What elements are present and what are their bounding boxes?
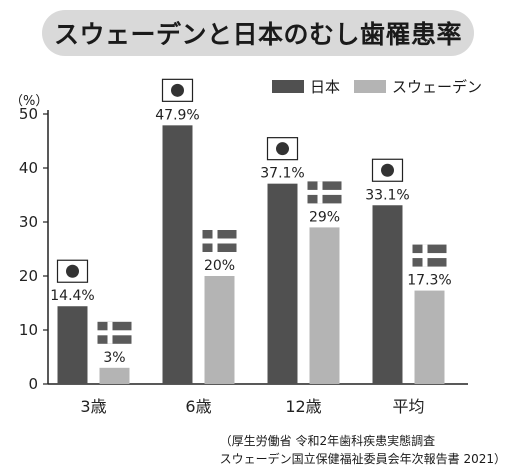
title-banner: スウェーデンと日本のむし歯罹患率 — [42, 10, 474, 56]
source-line-2: スウェーデン国立保健福祉委員会年次報告書 2021） — [219, 452, 506, 466]
japan-flag-disc — [171, 83, 184, 97]
legend-swatch-sweden — [354, 80, 387, 93]
data-label: 29% — [309, 209, 340, 225]
source-note: （厚生労働省 令和2年歯科疾患実態調査 スウェーデン国立保健福祉委員会年次報告書… — [220, 432, 506, 468]
data-label: 33.1% — [365, 187, 409, 203]
x-tick-label: 3歳 — [80, 397, 106, 416]
sweden-flag-cross-v — [107, 321, 113, 344]
legend-swatch-japan — [272, 80, 304, 93]
sweden-flag-cross-h — [202, 238, 237, 244]
x-tick-label: 平均 — [392, 397, 424, 416]
data-label: 20% — [204, 258, 235, 274]
chart-title: スウェーデンと日本のむし歯罹患率 — [53, 20, 462, 49]
y-tick-label: 40 — [19, 159, 38, 177]
japan-flag-disc — [66, 264, 79, 278]
bar-sweden — [204, 276, 235, 384]
y-tick-label: 50 — [19, 105, 38, 123]
bar-sweden — [99, 367, 130, 384]
sweden-flag-cross-v — [212, 230, 218, 252]
sweden-flag-cross-h — [307, 189, 342, 195]
x-tick-label: 6歳 — [185, 397, 211, 416]
sweden-flag-cross-v — [422, 244, 428, 267]
legend-item-japan: 日本 — [272, 76, 340, 97]
bar-sweden — [309, 227, 340, 384]
x-tick-label: 12歳 — [285, 397, 321, 416]
data-label: 14.4% — [50, 288, 94, 304]
legend-label-japan: 日本 — [310, 78, 341, 96]
japan-flag-disc — [381, 163, 394, 177]
data-label: 17.3% — [407, 273, 451, 289]
legend-label-sweden: スウェーデン — [392, 78, 483, 96]
bar-japan — [162, 125, 193, 384]
sweden-flag-cross-v — [317, 181, 323, 204]
sweden-flag-cross-h — [97, 330, 132, 336]
sweden-flag-cross-h — [412, 253, 447, 259]
y-tick-label: 0 — [28, 375, 38, 393]
y-axis-unit: （%） — [10, 94, 49, 109]
japan-flag-disc — [276, 142, 289, 156]
bar-japan — [267, 183, 298, 384]
y-tick-label: 10 — [19, 321, 38, 339]
y-tick-label: 30 — [19, 213, 38, 231]
bar-japan — [57, 306, 88, 384]
source-line-1: （厚生労働省 令和2年歯科疾患実態調査 — [219, 434, 436, 448]
bar-japan — [372, 205, 403, 384]
data-label: 3% — [103, 350, 125, 366]
data-label: 37.1% — [260, 166, 304, 182]
bar-sweden — [414, 290, 445, 384]
legend-item-sweden: スウェーデン — [354, 76, 482, 97]
y-tick-label: 20 — [19, 267, 38, 285]
data-label: 47.9% — [155, 107, 199, 123]
legend: 日本 スウェーデン — [272, 76, 496, 97]
